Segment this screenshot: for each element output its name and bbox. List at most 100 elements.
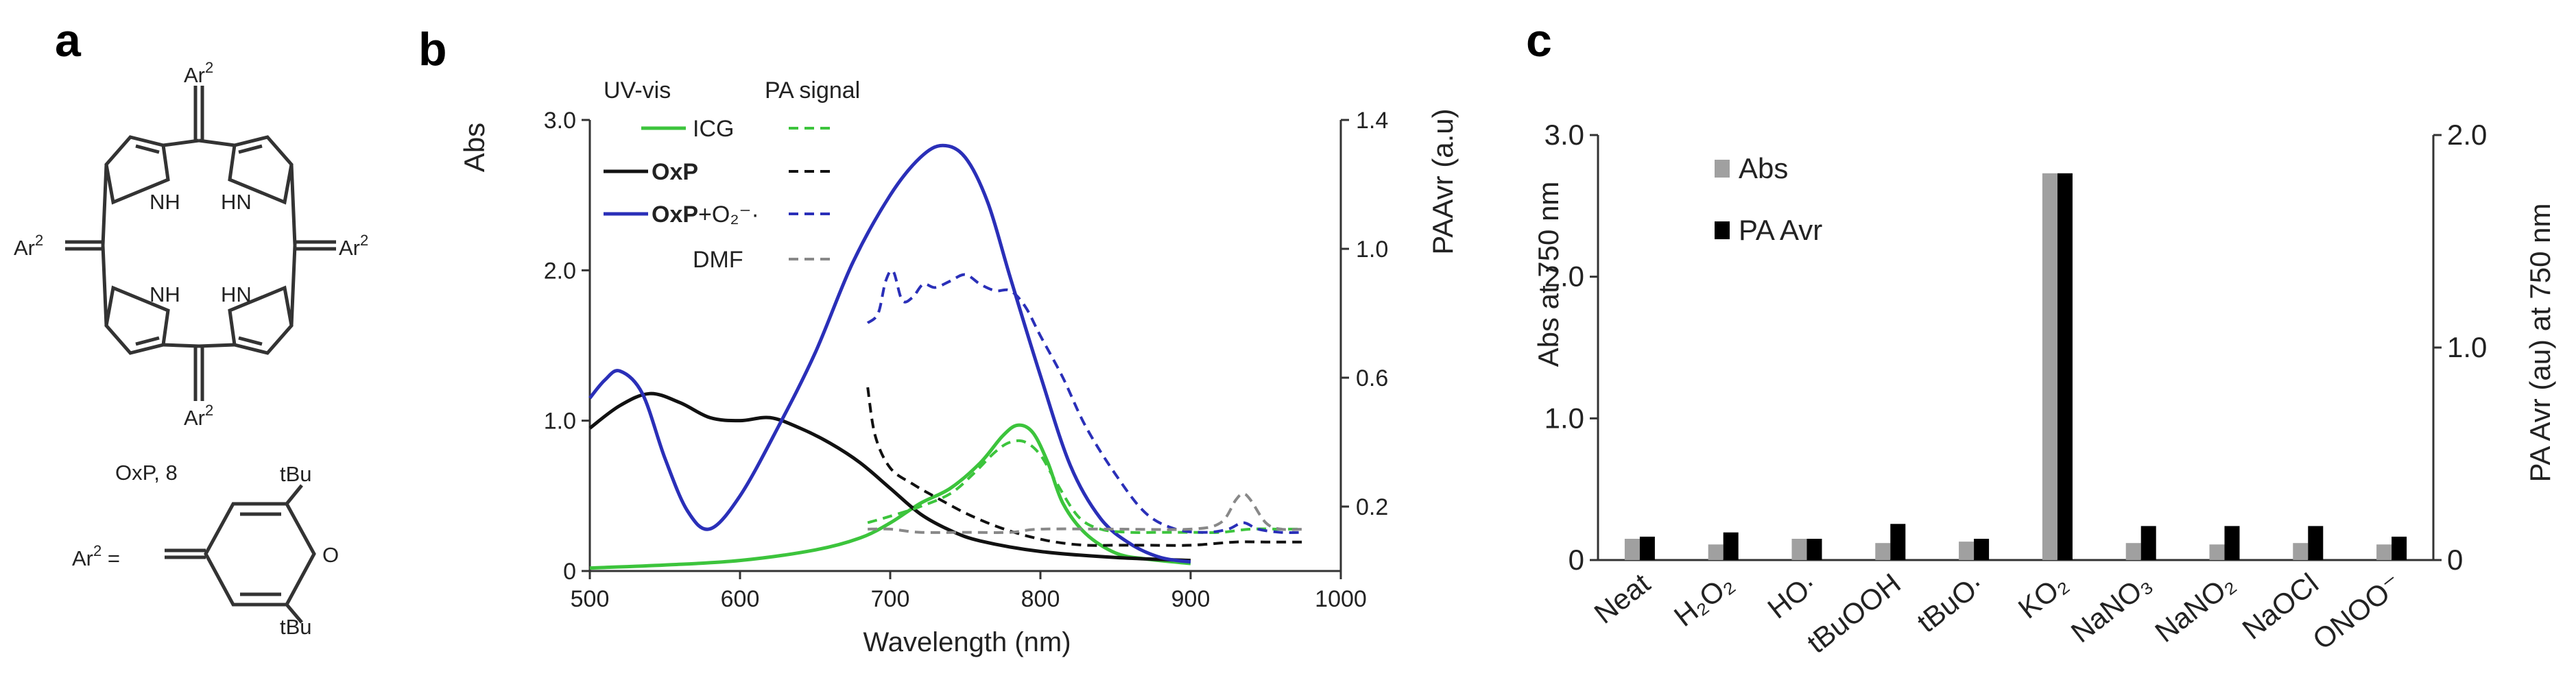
- series-line-oxp-o2-uv-vis: [588, 143, 1191, 564]
- legend-entry-label: ICG: [693, 116, 734, 142]
- legend-entry-label: DMF: [693, 247, 743, 273]
- category-label: H₂O₂: [1668, 567, 1739, 633]
- spectra-series: [588, 143, 1304, 570]
- bar-abs: [2209, 544, 2225, 560]
- y2-axis-label: PA Avr (au) at 750 nm: [2524, 204, 2556, 483]
- y2-tick-label: 1.0: [1356, 236, 1388, 263]
- y-axis-label: Abs: [458, 123, 490, 172]
- legend-swatch-abs: [1715, 160, 1730, 178]
- y-axis-label: Abs at 750 nm: [1532, 182, 1564, 367]
- legend-header-pa: PA signal: [765, 77, 860, 104]
- legend-swatch-pa: [1715, 221, 1730, 239]
- bond: [285, 484, 303, 505]
- bond: [285, 603, 303, 624]
- y2-tick-label: 0: [2447, 544, 2463, 576]
- y-ticks-right: 0 1.0 2.0: [2433, 119, 2487, 576]
- bar-abs: [1624, 539, 1640, 560]
- category-label: ONOO⁻: [2306, 567, 2408, 656]
- bond: [163, 343, 200, 348]
- bond: [238, 336, 263, 346]
- bond: [238, 144, 263, 154]
- y2-tick-label: 1.4: [1356, 108, 1388, 134]
- bond: [289, 245, 297, 326]
- bond: [135, 336, 160, 346]
- hn-label: HN: [221, 282, 252, 306]
- category-label: tBuO·: [1911, 567, 1990, 639]
- bond: [101, 245, 108, 326]
- category-label: tBuOOH: [1801, 567, 1907, 659]
- y2-axis-label: PAAvr (a.u): [1427, 108, 1459, 254]
- bar-abs: [1959, 542, 1975, 560]
- legend-label-abs: Abs: [1739, 152, 1788, 184]
- legend: Abs PA Avr: [1715, 152, 1822, 246]
- y-tick-label: 3.0: [1545, 119, 1584, 151]
- category-label: NaNO₂: [2149, 567, 2241, 648]
- series-line-oxp-o2-pa-signal: [866, 269, 1304, 534]
- substituent-label-top: Ar2: [184, 59, 213, 87]
- bar-abs: [1875, 543, 1891, 560]
- bar-abs: [2293, 543, 2309, 560]
- panel-label-b: b: [418, 23, 447, 75]
- panel-label-a: a: [55, 14, 82, 66]
- y2-tick-label: 1.0: [2447, 331, 2487, 363]
- bar-pa-avr: [1639, 536, 1655, 560]
- series-line-oxp-pa-signal: [866, 387, 1304, 547]
- bond: [289, 164, 297, 246]
- substituent-label-left: Ar2: [14, 232, 43, 260]
- bar-pa-avr: [1723, 532, 1739, 560]
- y-tick-label: 0: [1569, 544, 1584, 576]
- bar-pa-avr: [2392, 536, 2407, 560]
- bond: [135, 144, 160, 154]
- oxp-structure: [65, 86, 336, 401]
- x-tick-label: 1000: [1315, 586, 1367, 612]
- bar-pa-avr: [2057, 173, 2073, 561]
- molecule-name: OxP, 8: [115, 461, 178, 485]
- category-label: KO₂: [2012, 567, 2074, 624]
- panel-label-c: c: [1526, 14, 1552, 66]
- y-tick-label: 1.0: [1545, 402, 1584, 434]
- x-tick-label: 700: [871, 586, 910, 612]
- legend: UV-vis PA signal ICG OxP OxP+O₂⁻· DMF: [604, 77, 860, 273]
- substituent-label-bottom: Ar2: [184, 402, 213, 430]
- bond: [198, 343, 235, 348]
- bar-pa-avr: [2140, 526, 2156, 560]
- x-tick-label: 600: [721, 586, 760, 612]
- bar-abs: [2125, 543, 2141, 560]
- bars: [1624, 173, 2407, 561]
- tbu-label-top: tBu: [280, 462, 312, 486]
- bar-pa-avr: [1974, 539, 1990, 560]
- series-line-icg-pa-signal: [867, 439, 1304, 534]
- bar-chart: 0 1.0 2.0 3.0 0 1.0 2.0 Neat H₂O₂ HO·tBuOOH tBuO…: [1532, 119, 2556, 659]
- y-tick-label: 2.0: [1545, 260, 1584, 293]
- x-axis-label: Wavelength (nm): [863, 627, 1071, 657]
- bar-abs: [1791, 539, 1807, 560]
- series-line-icg-uv-vis: [589, 423, 1191, 570]
- x-ticks: 500 600 700 800 900 1000: [571, 571, 1367, 612]
- bar-pa-avr: [2224, 526, 2240, 560]
- bar-abs: [1708, 544, 1724, 560]
- spectra-chart: 500 600 700 800 900 1000 0 1.0 2.0 3.0 0.2 0.6 1.0…: [458, 77, 1459, 657]
- y2-tick-label: 0.6: [1356, 365, 1388, 391]
- bar-pa-avr: [1890, 524, 1906, 560]
- y2-tick-label: 0.2: [1356, 494, 1388, 520]
- bar-abs: [2376, 544, 2392, 560]
- category-labels: Neat H₂O₂ HO·tBuOOH tBuO· KO₂NaNO₃NaNO₂NaOCl…: [1588, 567, 2408, 659]
- y-tick-label: 2.0: [544, 258, 576, 284]
- bond: [163, 138, 200, 147]
- series-line-oxp-uv-vis: [588, 391, 1191, 563]
- oxygen-label: O: [322, 543, 339, 567]
- hn-label: HN: [221, 190, 252, 214]
- y-ticks-right: 0.2 0.6 1.0 1.4: [1341, 108, 1388, 520]
- category-label: HO·: [1761, 567, 1823, 624]
- nh-label: NH: [150, 282, 180, 306]
- substituent-label-right: Ar2: [339, 232, 368, 260]
- y-ticks-left: 0 1.0 2.0 3.0: [544, 108, 590, 585]
- y-tick-label: 0: [563, 559, 576, 585]
- series-line-dmf-pa-signal: [868, 492, 1304, 534]
- bar-pa-avr: [1806, 539, 1822, 560]
- bar-abs: [2042, 173, 2058, 561]
- bond: [198, 138, 235, 147]
- x-tick-label: 800: [1021, 586, 1060, 612]
- bond: [101, 164, 108, 246]
